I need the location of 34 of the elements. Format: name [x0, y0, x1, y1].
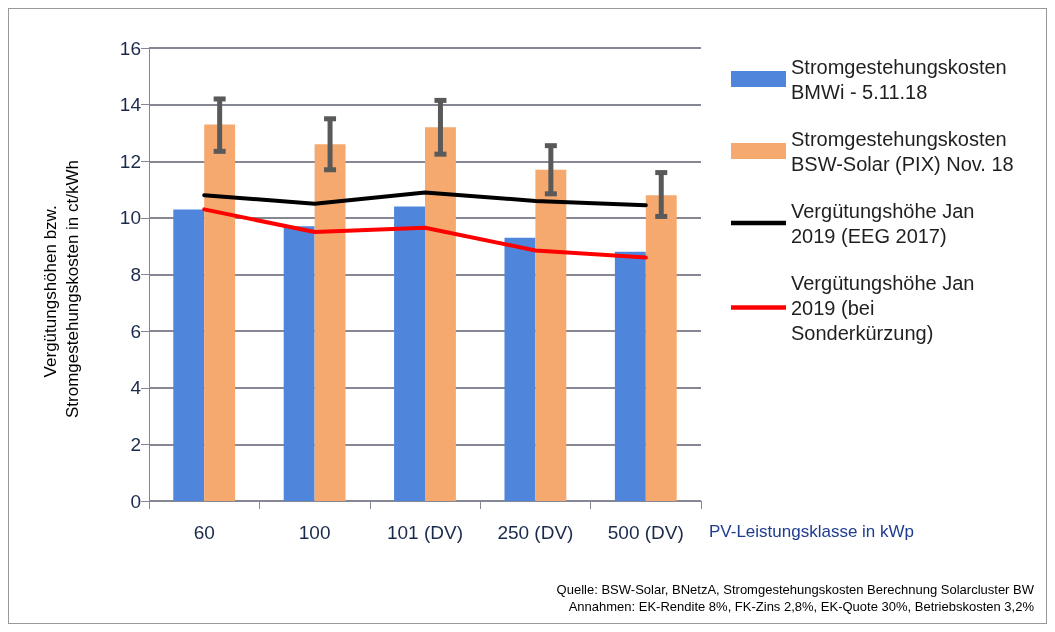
legend-label: Vergütungshöhe Jan 2019 (EEG 2017) [791, 199, 981, 247]
x-tick-label: 500 (DV) [607, 522, 684, 543]
y-tick-label: 6 [130, 320, 141, 342]
legend-label: Vergütungshöhe Jan 2019 (bei Sonderkürzung) [791, 271, 981, 344]
bar [425, 127, 456, 501]
legend-label: Stromgestehungskosten BMWi - 5.11.18 [791, 55, 1013, 103]
y-axis-title: Vergütungshöhen bzw. Stromgestehungskosten in ct/kWh [40, 160, 82, 418]
bar [614, 251, 646, 501]
legend-label: Stromgestehungskosten BSW-Solar (PIX) Nov. 18 [791, 127, 1014, 175]
x-tick-label: 100 [298, 522, 331, 543]
text: Annahmen: EK-Rendite 8%, FK-Zins 2,8%, EK-Quote 30%, Betriebskosten 3,2% [568, 599, 1035, 614]
y-tick-label: 10 [119, 207, 141, 229]
source-note: Quelle: BSW-Solar, BNetzA, Stromgestehungskosten Berechnung Solarcluster BW [556, 582, 1035, 597]
y-tick-label: 0 [130, 490, 141, 512]
bar [204, 124, 236, 501]
y-tick-label: 2 [130, 433, 141, 455]
x-tick-label: 101 (DV) [386, 522, 464, 543]
y-tick-label: 16 [119, 37, 141, 59]
x-tick-label: 60 [193, 522, 215, 543]
bar [394, 206, 425, 501]
line-series [202, 207, 648, 260]
bar [535, 169, 567, 501]
y-tick-label: 12 [119, 150, 141, 172]
bar [173, 209, 205, 501]
bar [645, 195, 677, 501]
y-tick-label: 4 [130, 377, 142, 399]
x-axis-title: PV-Leistungsklasse in kWp [709, 522, 915, 541]
bar [314, 144, 346, 501]
line-series [202, 190, 648, 208]
bar [283, 226, 315, 501]
x-tick-label: 250 (DV) [497, 522, 574, 543]
y-tick-label: 14 [119, 94, 142, 116]
bar [504, 237, 536, 501]
y-tick-label: 8 [130, 264, 141, 285]
